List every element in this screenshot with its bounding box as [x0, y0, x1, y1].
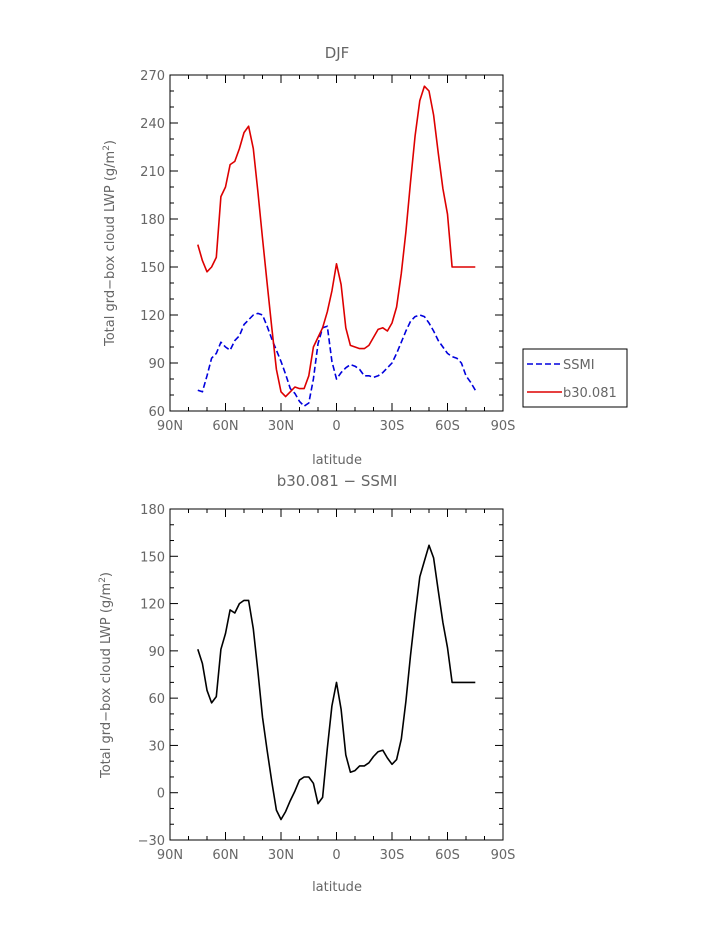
x-ticks: 90N 60N 30N 0 30S 60S 90S	[157, 509, 516, 863]
series-group	[197, 544, 476, 821]
y-axis-label-main: Total grd−box cloud LWP (g/m	[99, 583, 114, 779]
y-ticks: −30 0 30 60 90 120 150 180	[138, 503, 503, 849]
y-axis-label-end: )	[99, 572, 114, 577]
series-line-b30-081	[197, 85, 476, 398]
y-axis-label-main: Total grd−box cloud LWP (g/m	[103, 151, 118, 347]
y-axis-label-sup: 2	[98, 577, 108, 583]
y-tick-label: 90	[148, 645, 165, 660]
series-line-ssmi	[197, 312, 476, 408]
x-tick-label: 30S	[380, 419, 405, 434]
x-tick-label: 60N	[212, 419, 238, 434]
x-tick-label: 90S	[491, 419, 516, 434]
chart-title: DJF	[325, 44, 350, 62]
legend-label-ssmi: SSMI	[563, 358, 595, 373]
y-tick-label: 180	[140, 213, 165, 228]
x-tick-label: 0	[332, 848, 340, 863]
x-tick-label: 90S	[491, 848, 516, 863]
x-tick-label: 30N	[268, 848, 294, 863]
y-axis-label-sup: 2	[102, 145, 112, 151]
series-group	[197, 85, 476, 408]
x-axis-label: latitude	[312, 880, 362, 895]
y-tick-label: 30	[148, 739, 165, 754]
y-ticks: 60 90 120 150 180 210 240 270	[140, 69, 503, 420]
legend-label-b30: b30.081	[563, 386, 617, 401]
y-tick-label: 180	[140, 503, 165, 518]
legend: SSMI b30.081	[522, 348, 628, 408]
y-tick-label: −30	[138, 834, 165, 849]
plot-frame	[169, 74, 504, 412]
x-tick-label: 0	[332, 419, 340, 434]
x-ticks: 90N 60N 30N 0 30S 60S 90S	[157, 75, 516, 434]
chart-title: b30.081 − SSMI	[277, 472, 398, 490]
x-tick-label: 60N	[212, 848, 238, 863]
legend-frame	[522, 348, 628, 408]
y-axis-label-end: )	[103, 140, 118, 145]
y-axis-label: Total grd−box cloud LWP (g/m2)	[98, 572, 114, 779]
y-tick-label: 240	[140, 117, 165, 132]
x-tick-label: 30S	[380, 848, 405, 863]
series-line-difference	[197, 544, 476, 821]
y-tick-label: 150	[140, 261, 165, 276]
y-tick-label: 150	[140, 550, 165, 565]
x-tick-label: 90N	[157, 419, 183, 434]
y-axis-label: Total grd−box cloud LWP (g/m2)	[102, 140, 118, 347]
y-tick-label: 60	[148, 692, 165, 707]
x-tick-label: 30N	[268, 419, 294, 434]
y-tick-label: 0	[157, 787, 165, 802]
x-tick-label: 60S	[435, 419, 460, 434]
panel-difference: b30.081 − SSMI 90N 60N 30N 0 30S 60S 90S −30 0 3…	[98, 472, 515, 895]
y-tick-label: 270	[140, 69, 165, 84]
panel-djf: DJF 90N 60N 30N 0 30S 60S 90S 60 90 120 150 180 210…	[102, 44, 628, 468]
x-tick-label: 60S	[435, 848, 460, 863]
y-tick-label: 60	[148, 405, 165, 420]
y-tick-label: 120	[140, 309, 165, 324]
y-tick-label: 210	[140, 165, 165, 180]
y-tick-label: 90	[148, 357, 165, 372]
x-tick-label: 90N	[157, 848, 183, 863]
x-axis-label: latitude	[312, 453, 362, 468]
y-tick-label: 120	[140, 598, 165, 613]
plot-frame	[169, 508, 504, 841]
